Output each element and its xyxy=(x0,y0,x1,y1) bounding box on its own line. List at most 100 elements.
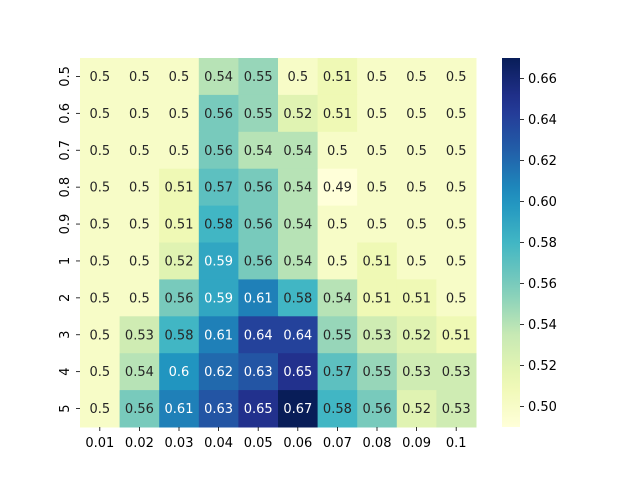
colorbar-tick-label: 0.56 xyxy=(528,277,557,292)
cell-value-label: 0.5 xyxy=(446,291,467,306)
cell-value-label: 0.5 xyxy=(89,254,110,269)
cell-value-label: 0.53 xyxy=(125,328,154,343)
heatmap-cell xyxy=(159,390,200,428)
heatmap-cell xyxy=(278,242,319,280)
cell-value-label: 0.56 xyxy=(204,144,233,159)
heatmap-cell xyxy=(198,168,239,207)
x-tick-label: 0.07 xyxy=(323,436,352,451)
cell-value-label: 0.57 xyxy=(323,365,352,380)
cell-value-label: 0.64 xyxy=(244,328,273,343)
heatmap-cell xyxy=(198,353,239,391)
heatmap-cell xyxy=(357,131,398,170)
cell-value-label: 0.54 xyxy=(283,218,312,233)
x-tick-label: 0.08 xyxy=(363,436,392,451)
heatmap-cell xyxy=(357,58,398,96)
cell-value-label: 0.54 xyxy=(244,144,273,159)
y-tick-label: 4 xyxy=(58,368,73,376)
cell-value-label: 0.56 xyxy=(204,107,233,122)
heatmap-cell xyxy=(119,94,160,133)
y-tick-label: 5 xyxy=(58,404,73,412)
cell-value-label: 0.55 xyxy=(244,107,273,122)
cell-value-label: 0.56 xyxy=(165,291,194,306)
heatmap-cell xyxy=(396,353,437,391)
cell-value-label: 0.5 xyxy=(129,70,150,85)
heatmap-cells: 0.5 0.5 0.5 0.54 0.55 0.5 0.51 0.5 0.5 0.5 0.5 0.5 0… xyxy=(80,58,477,428)
cell-value-label: 0.5 xyxy=(169,144,190,159)
heatmap-cell xyxy=(159,94,200,133)
cell-value-label: 0.49 xyxy=(323,181,352,196)
heatmap-cell xyxy=(198,205,239,243)
cell-value-label: 0.54 xyxy=(125,365,154,380)
heatmap-cell xyxy=(357,205,398,243)
heatmap-cell xyxy=(119,131,160,170)
heatmap-cell xyxy=(278,353,319,391)
cell-value-label: 0.61 xyxy=(244,291,273,306)
y-tick-label: 0.8 xyxy=(58,177,73,198)
cell-value-label: 0.6 xyxy=(169,365,190,380)
cell-value-label: 0.51 xyxy=(363,254,392,269)
colorbar-tick-label: 0.54 xyxy=(528,318,557,333)
cell-value-label: 0.53 xyxy=(442,402,471,417)
cell-value-label: 0.5 xyxy=(89,291,110,306)
heatmap-cell xyxy=(396,205,437,243)
x-tick-label: 0.03 xyxy=(165,436,194,451)
heatmap-cell xyxy=(198,316,239,354)
cell-value-label: 0.5 xyxy=(406,254,427,269)
cell-value-label: 0.56 xyxy=(244,218,273,233)
heatmap-cell xyxy=(80,205,121,243)
cell-value-label: 0.5 xyxy=(129,218,150,233)
heatmap-cell xyxy=(159,131,200,170)
heatmap-cell xyxy=(317,353,358,391)
heatmap-cell xyxy=(238,390,279,428)
y-tick-label: 0.9 xyxy=(58,214,73,235)
heatmap-cell xyxy=(357,316,398,354)
heatmap-cell xyxy=(238,131,279,170)
heatmap-cell xyxy=(357,242,398,280)
cell-value-label: 0.5 xyxy=(129,254,150,269)
cell-value-label: 0.5 xyxy=(367,181,388,196)
heatmap-cell xyxy=(357,390,398,428)
heatmap-cell xyxy=(80,168,121,207)
heatmap-cell xyxy=(436,131,477,170)
cell-value-label: 0.65 xyxy=(283,365,312,380)
x-tick-label: 0.09 xyxy=(402,436,431,451)
heatmap-cell xyxy=(396,242,437,280)
cell-value-label: 0.5 xyxy=(129,181,150,196)
heatmap-cell xyxy=(119,390,160,428)
cell-value-label: 0.63 xyxy=(204,402,233,417)
heatmap-cell xyxy=(119,353,160,391)
cell-value-label: 0.52 xyxy=(283,107,312,122)
cell-value-label: 0.51 xyxy=(363,291,392,306)
cell-value-label: 0.5 xyxy=(89,70,110,85)
heatmap-cell xyxy=(159,205,200,243)
heatmap-cell xyxy=(357,279,398,317)
cell-value-label: 0.56 xyxy=(244,254,273,269)
heatmap-cell xyxy=(317,168,358,207)
cell-value-label: 0.65 xyxy=(244,402,273,417)
heatmap-cell xyxy=(317,390,358,428)
heatmap-cell xyxy=(278,205,319,243)
cell-value-label: 0.64 xyxy=(283,328,312,343)
cell-value-label: 0.51 xyxy=(323,107,352,122)
cell-value-label: 0.58 xyxy=(204,218,233,233)
heatmap-cell xyxy=(436,390,477,428)
cell-value-label: 0.51 xyxy=(402,291,431,306)
heatmap-cell xyxy=(278,168,319,207)
heatmap-cell xyxy=(436,353,477,391)
cell-value-label: 0.54 xyxy=(283,254,312,269)
heatmap-cell xyxy=(159,353,200,391)
heatmap-cell xyxy=(436,316,477,354)
cell-value-label: 0.58 xyxy=(165,328,194,343)
heatmap-cell xyxy=(436,168,477,207)
heatmap-cell xyxy=(119,205,160,243)
cell-value-label: 0.53 xyxy=(363,328,392,343)
heatmap-cell xyxy=(80,279,121,317)
colorbar-tick-label: 0.50 xyxy=(528,400,557,415)
cell-value-label: 0.5 xyxy=(406,107,427,122)
heatmap-cell xyxy=(357,353,398,391)
cell-value-label: 0.62 xyxy=(204,365,233,380)
heatmap-cell xyxy=(278,279,319,317)
y-tick-label: 1 xyxy=(58,257,73,265)
cell-value-label: 0.57 xyxy=(204,181,233,196)
